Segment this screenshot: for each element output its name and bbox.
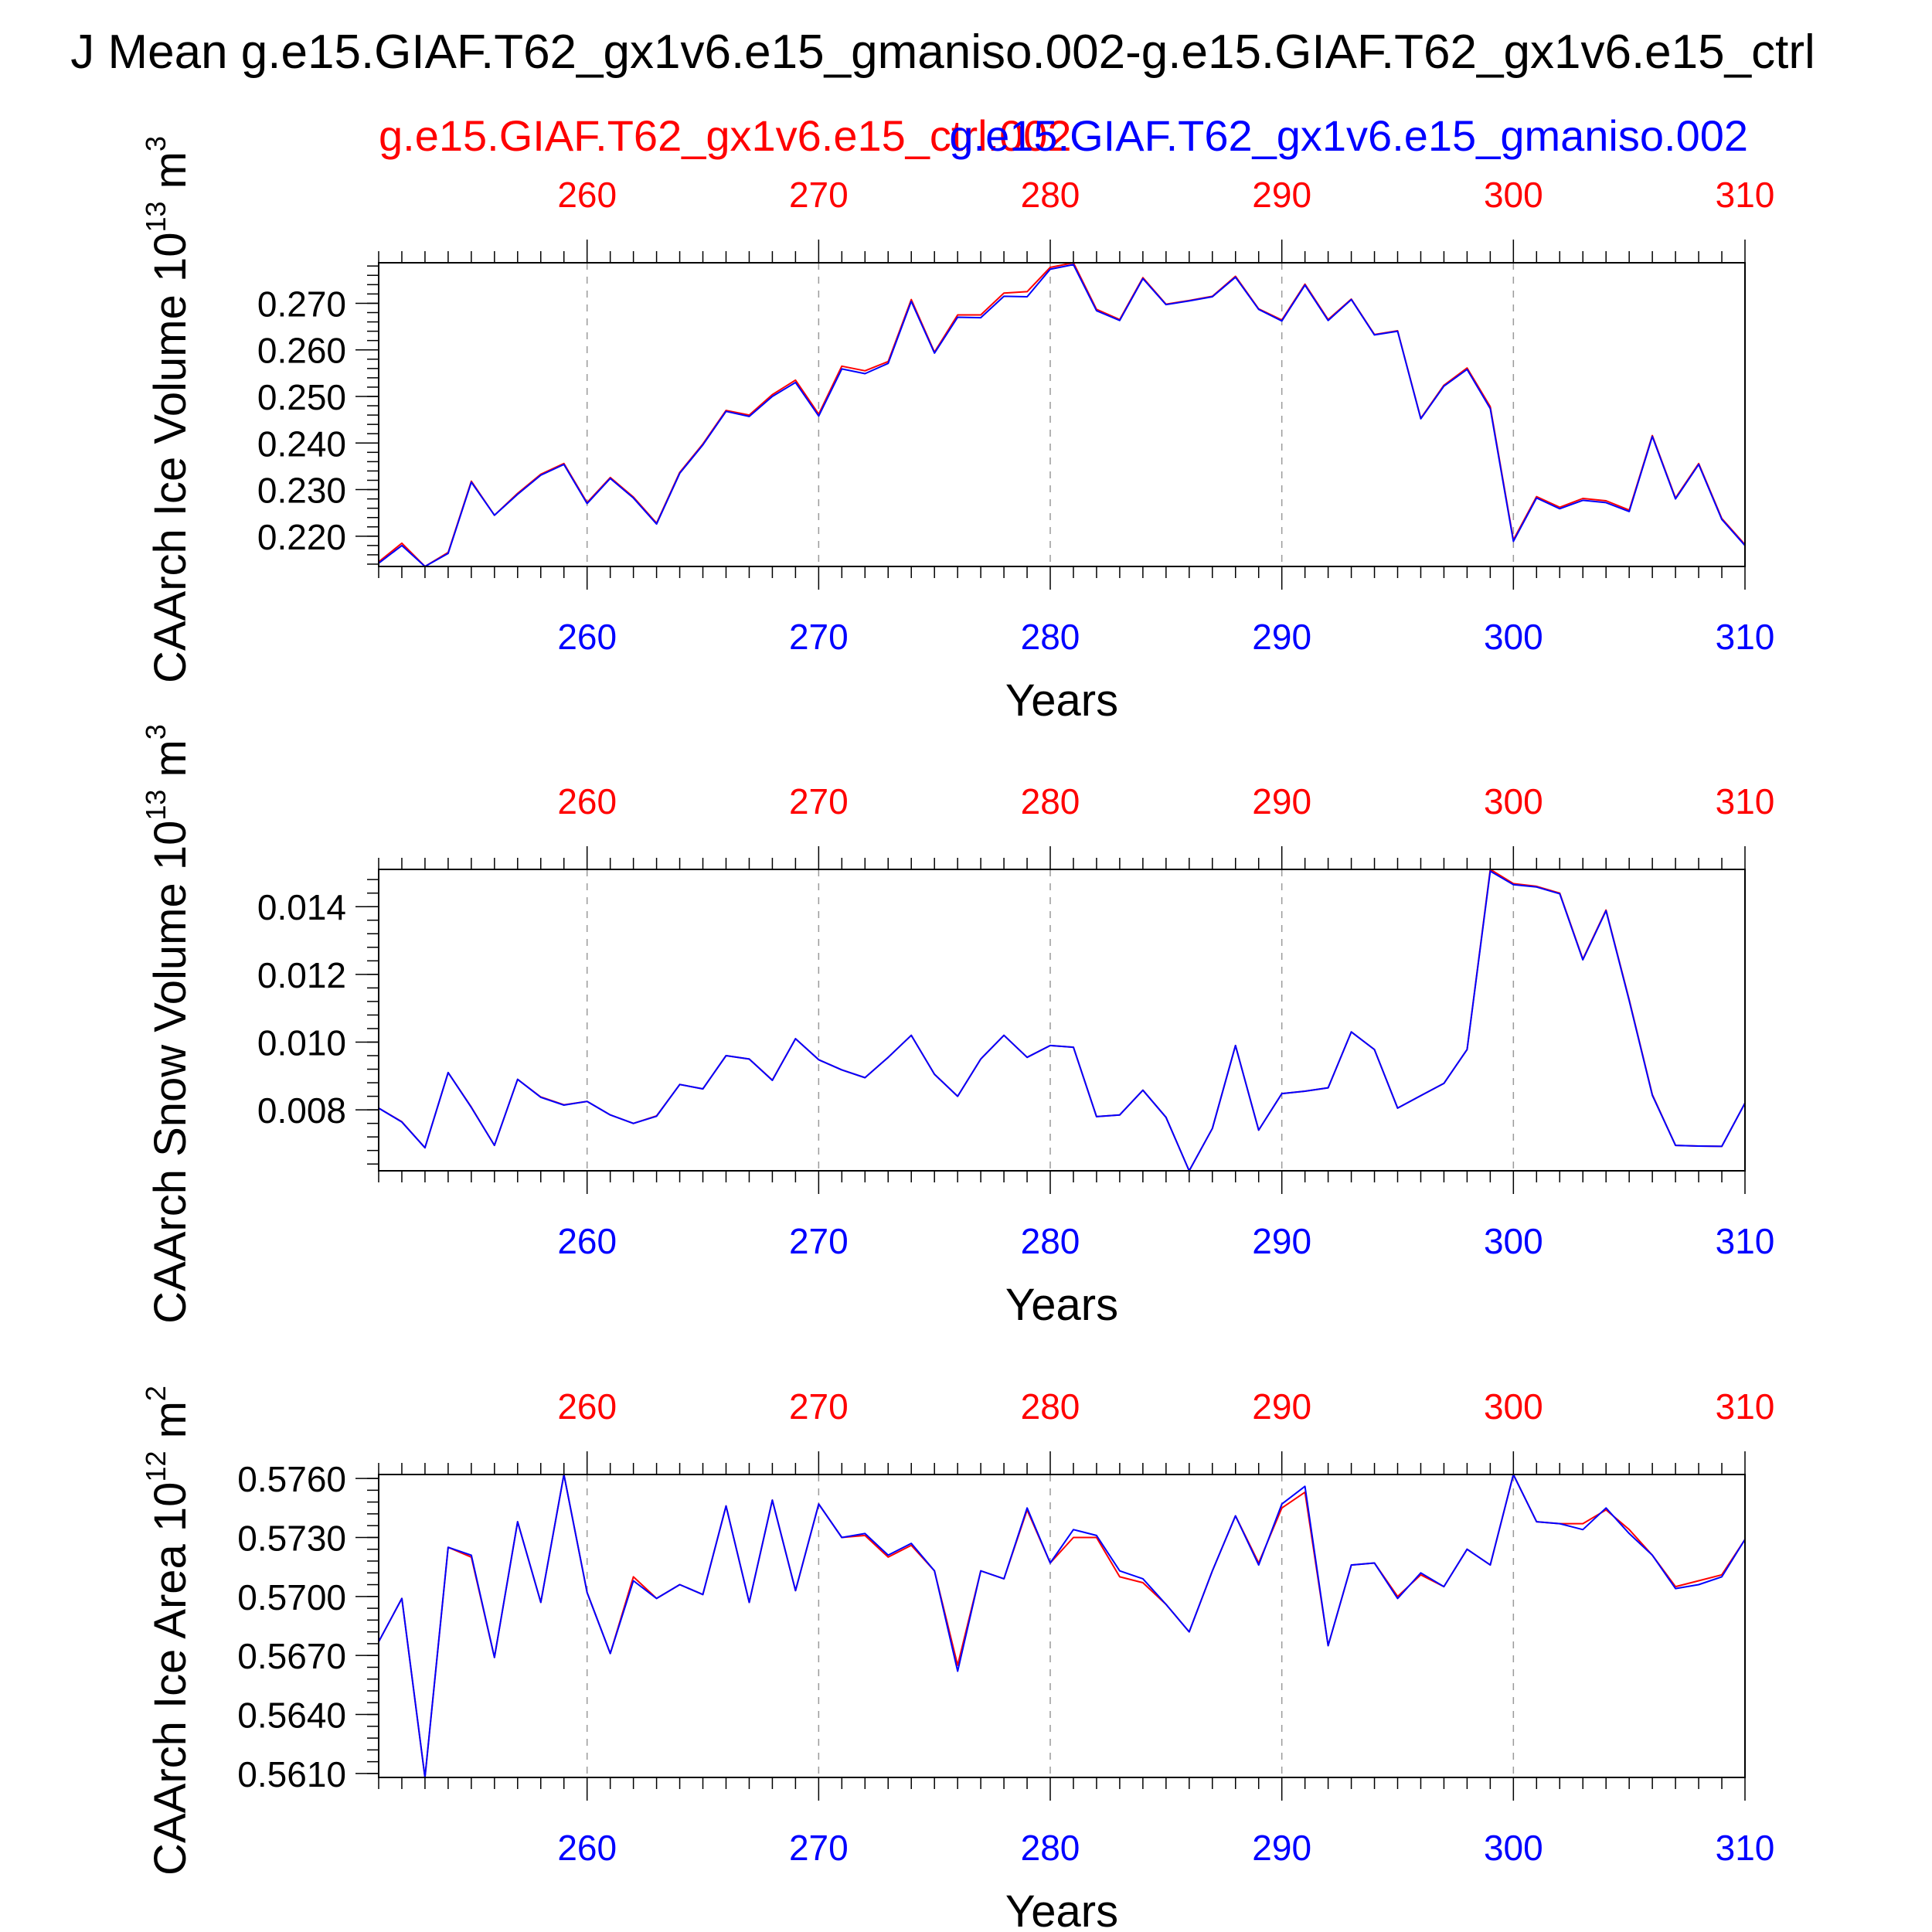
plot-frame: [378, 1474, 1746, 1778]
panels: 0.220 0.230 0.240 0.250 0.260 0.270 260 260 270 2…: [140, 136, 1774, 1932]
y-axis-title-unit-exp: 3: [140, 136, 172, 151]
x-tick-label-bottom: 280: [1021, 1221, 1080, 1261]
plot-frame: [378, 869, 1746, 1172]
chart-panel-2: 0.008 0.010 0.012 0.014 260 260 270 270 280 280 29…: [140, 724, 1774, 1330]
y-tick-label: 0.012: [257, 955, 346, 995]
x-tick-label-bottom: 280: [1021, 1828, 1080, 1868]
x-tick-label-bottom: 290: [1252, 1828, 1311, 1868]
y-tick-label: 0.220: [257, 517, 346, 557]
y-axis-title-exp: 13: [140, 790, 172, 821]
x-tick-label-top: 260: [557, 781, 617, 821]
x-tick-label-top: 290: [1252, 781, 1311, 821]
y-axis-title: CAArch Ice Volume 1013 m3: [140, 136, 196, 683]
legend-test-label: g.e15.GIAF.T62_gx1v6.e15_gmaniso.002: [949, 111, 1748, 160]
x-tick-label-bottom: 260: [557, 1828, 617, 1868]
y-axis-title-unit-exp: 2: [140, 1386, 172, 1401]
x-tick-label-bottom: 270: [789, 617, 849, 657]
x-tick-label-top: 300: [1484, 175, 1543, 215]
y-axis-title-unit: m: [145, 1401, 196, 1451]
y-axis-title-text: CAArch Ice Volume 10: [145, 233, 196, 684]
x-tick-label-bottom: 290: [1252, 1221, 1311, 1261]
x-tick-label-bottom: 260: [557, 617, 617, 657]
y-axis-title-unit: m: [145, 151, 196, 201]
x-tick-label-top: 310: [1716, 1386, 1775, 1427]
y-tick-label: 0.5640: [237, 1696, 346, 1736]
y-axis-title-text: CAArch Snow Volume 10: [145, 821, 196, 1324]
x-tick-label-top: 280: [1021, 781, 1080, 821]
series-line-test: [379, 870, 1745, 1171]
y-tick-label: 0.270: [257, 284, 346, 324]
y-tick-label: 0.010: [257, 1022, 346, 1063]
x-tick-label-top: 270: [789, 175, 849, 215]
x-tick-label-top: 280: [1021, 175, 1080, 215]
x-axis-title: Years: [1005, 1886, 1118, 1932]
x-axis-title: Years: [1005, 675, 1118, 726]
y-tick-label: 0.5730: [237, 1518, 346, 1558]
x-tick-label-top: 270: [789, 781, 849, 821]
x-tick-label-bottom: 310: [1716, 1828, 1775, 1868]
y-tick-label: 0.014: [257, 887, 346, 927]
series-line-ctrl: [379, 263, 1745, 566]
series-line-test: [379, 264, 1745, 566]
plot-frame: [378, 262, 1746, 567]
y-tick-label: 0.5670: [237, 1636, 346, 1676]
y-tick-label: 0.260: [257, 331, 346, 371]
chart-panel-3: 0.5610 0.5640 0.5670 0.5700 0.5730 0.5760 260 2…: [140, 1386, 1774, 1932]
x-tick-label-top: 310: [1716, 781, 1775, 821]
x-tick-label-bottom: 280: [1021, 617, 1080, 657]
y-tick-label: 0.5610: [237, 1754, 346, 1794]
x-tick-label-top: 260: [557, 175, 617, 215]
x-tick-label-top: 280: [1021, 1386, 1080, 1427]
y-tick-label: 0.5760: [237, 1459, 346, 1499]
x-tick-label-bottom: 310: [1716, 1221, 1775, 1261]
x-tick-label-bottom: 270: [789, 1828, 849, 1868]
legend-ctrl-label: g.e15.GIAF.T62_gx1v6.e15_ctrl.002: [379, 111, 1072, 160]
x-tick-label-bottom: 310: [1716, 617, 1775, 657]
x-tick-label-bottom: 260: [557, 1221, 617, 1261]
x-tick-label-top: 260: [557, 1386, 617, 1427]
y-axis-title-exp: 12: [140, 1451, 172, 1482]
series-line-ctrl: [379, 1475, 1745, 1777]
y-axis-title-exp: 13: [140, 201, 172, 232]
series-line-test: [379, 1475, 1745, 1777]
figure-header: J Mean g.e15.GIAF.T62_gx1v6.e15_gmaniso.…: [70, 26, 1815, 160]
x-tick-label-top: 270: [789, 1386, 849, 1427]
y-axis-title: CAArch Ice Area 1012 m2: [140, 1386, 196, 1876]
y-axis-title: CAArch Snow Volume 1013 m3: [140, 724, 196, 1324]
x-tick-label-top: 310: [1716, 175, 1775, 215]
x-axis-title: Years: [1005, 1280, 1118, 1330]
y-axis-title-unit: m: [145, 740, 196, 789]
chart-panel-1: 0.220 0.230 0.240 0.250 0.260 0.270 260 260 270 2…: [140, 136, 1774, 726]
y-axis-title-unit-exp: 3: [140, 724, 172, 740]
y-tick-label: 0.008: [257, 1090, 346, 1131]
y-tick-label: 0.240: [257, 423, 346, 464]
y-tick-label: 0.230: [257, 471, 346, 511]
x-tick-label-top: 290: [1252, 1386, 1311, 1427]
y-tick-label: 0.5700: [237, 1577, 346, 1617]
figure-title: J Mean g.e15.GIAF.T62_gx1v6.e15_gmaniso.…: [70, 26, 1815, 79]
x-tick-label-top: 300: [1484, 781, 1543, 821]
x-tick-label-bottom: 270: [789, 1221, 849, 1261]
y-axis-title-text: CAArch Ice Area 10: [145, 1482, 196, 1876]
y-tick-label: 0.250: [257, 377, 346, 417]
series-line-ctrl: [379, 869, 1745, 1171]
x-tick-label-bottom: 300: [1484, 1221, 1543, 1261]
x-tick-label-bottom: 300: [1484, 617, 1543, 657]
x-tick-label-bottom: 300: [1484, 1828, 1543, 1868]
x-tick-label-bottom: 290: [1252, 617, 1311, 657]
x-tick-label-top: 300: [1484, 1386, 1543, 1427]
x-tick-label-top: 290: [1252, 175, 1311, 215]
